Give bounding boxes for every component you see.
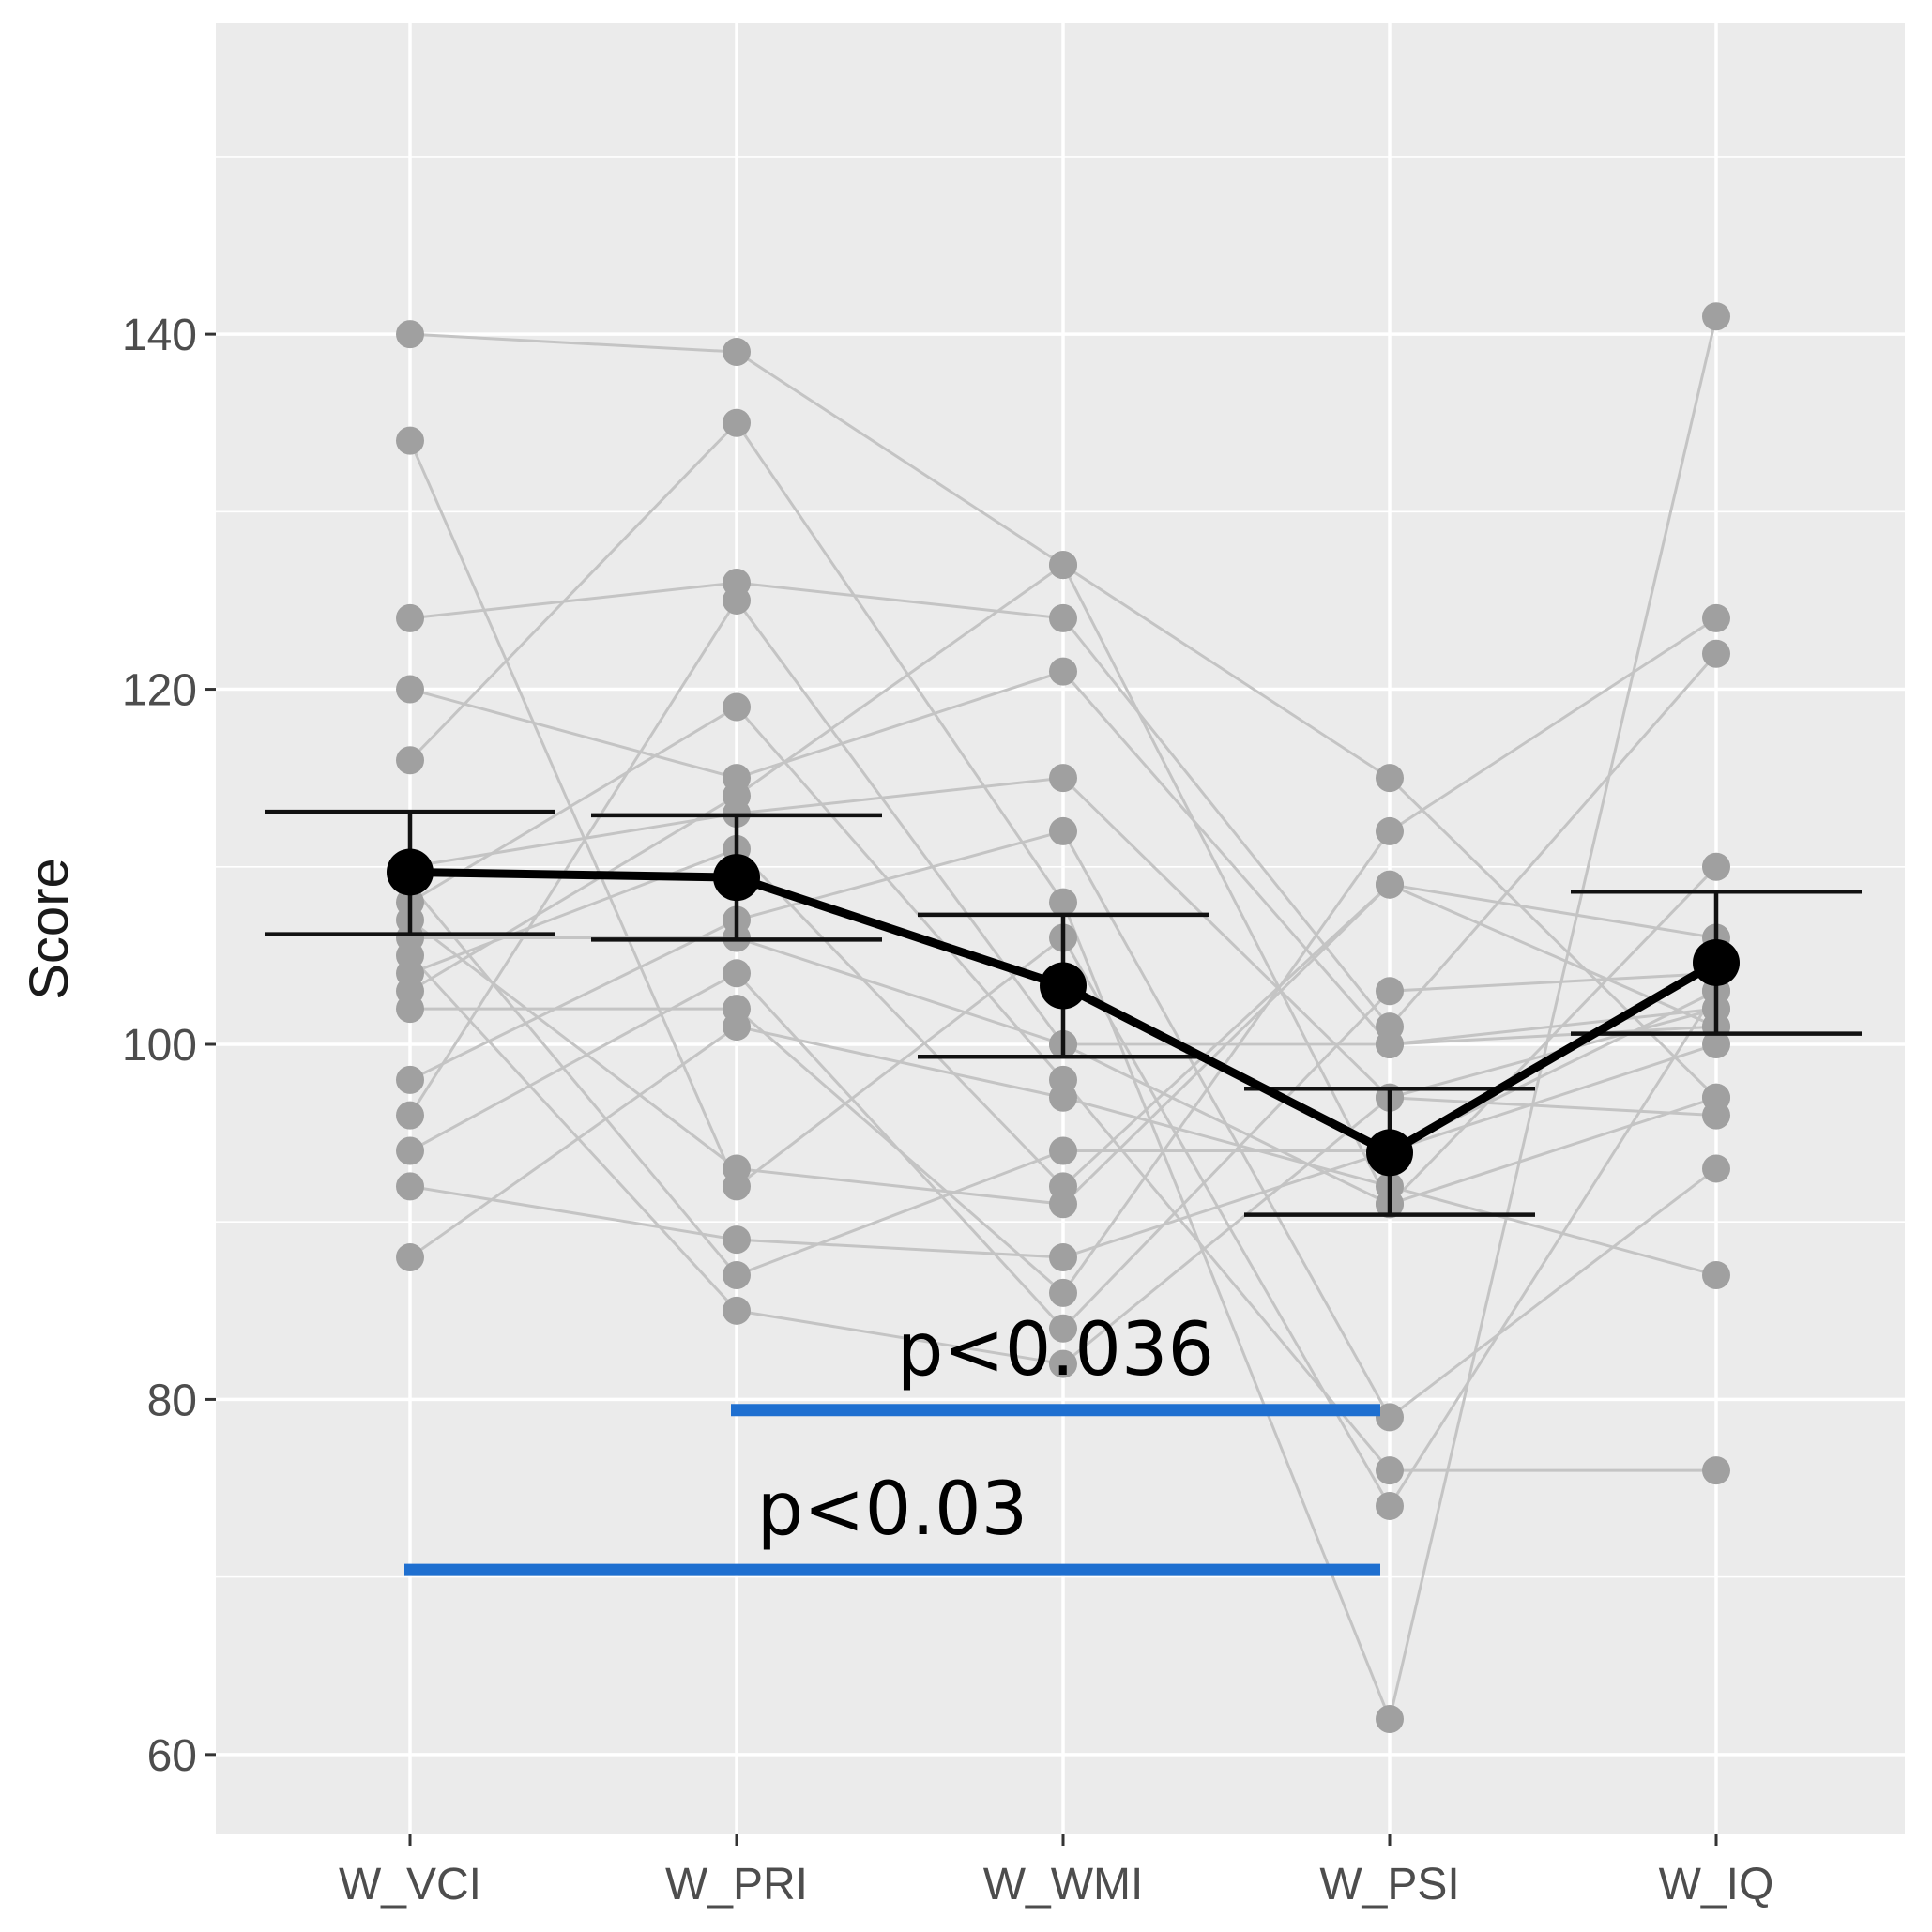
subject-point [1049,1083,1077,1112]
subject-point [1049,816,1077,845]
mean-point [1040,962,1087,1010]
subject-point [723,586,751,615]
x-tick-label: W_VCI [339,1860,481,1909]
subject-point [396,426,424,455]
subject-point [1376,1403,1404,1432]
y-tick-label: 80 [147,1376,197,1425]
significance-label: p<0.03 [757,1468,1028,1552]
y-tick-label: 60 [147,1731,197,1781]
subject-point [723,1225,751,1255]
subject-point [1049,1243,1077,1272]
x-tick-label: W_PRI [665,1860,808,1909]
subject-point [1702,1260,1730,1289]
mean-point [387,848,434,896]
subject-point [396,1136,424,1165]
mean-point [713,854,760,902]
subject-point [1702,852,1730,881]
subject-point [1376,1456,1404,1485]
subject-point [1049,888,1077,917]
x-tick-label: W_PSI [1319,1860,1459,1909]
subject-point [396,1243,424,1272]
subject-point [1376,764,1404,793]
subject-point [1376,977,1404,1006]
subject-point [1702,1154,1730,1183]
subject-point [1049,657,1077,686]
subject-point [396,1101,424,1130]
subject-point [1049,551,1077,580]
mean-series [265,809,1862,1217]
subject-point [1702,1083,1730,1112]
subject-point [396,1065,424,1094]
subject-point [1376,1705,1404,1734]
subject-point [723,959,751,988]
y-tick-label: 140 [122,311,197,360]
subject-point [1376,816,1404,845]
x-tick-label: W_IQ [1659,1860,1774,1909]
mean-point [1693,938,1740,986]
significance-label: p<0.036 [897,1308,1214,1392]
subject-point [1702,603,1730,632]
x-tick-label: W_WMI [983,1860,1144,1909]
subject-point [1049,764,1077,793]
y-tick-label: 100 [122,1021,197,1071]
subject-point [396,746,424,775]
mean-point [1366,1129,1413,1177]
axes: 60 80 100 120 140 W_VCI W_PRI W_WMI W_PSI W_IQ [122,311,1773,1909]
subject-point [1049,1136,1077,1165]
subject-point [723,1296,751,1325]
subject-point [723,1260,751,1289]
subject-point [723,408,751,437]
subject-point [396,1172,424,1201]
subject-point [1049,603,1077,632]
subject-point [1376,1491,1404,1520]
subject-point [1376,870,1404,899]
subject-point [1049,1314,1077,1343]
subject-point [723,1012,751,1042]
subject-point [723,782,751,811]
y-axis-title: Score [19,858,80,1000]
subject-point [1049,1190,1077,1219]
subject-point [1049,1349,1077,1378]
subject-point [396,977,424,1006]
subject-point [396,941,424,970]
significance-annotations: p<0.036 p<0.03 [404,1308,1380,1576]
subject-point [723,338,751,367]
subject-point [1702,1456,1730,1485]
subject-point [1376,1029,1404,1058]
subject-point [1702,302,1730,331]
y-tick-label: 120 [122,666,197,716]
subject-point [396,675,424,704]
subject-point [396,603,424,632]
subject-point [396,320,424,349]
subject-point [723,1154,751,1183]
subject-point [1702,639,1730,668]
subject-point [723,692,751,722]
subject-point [1049,1278,1077,1307]
